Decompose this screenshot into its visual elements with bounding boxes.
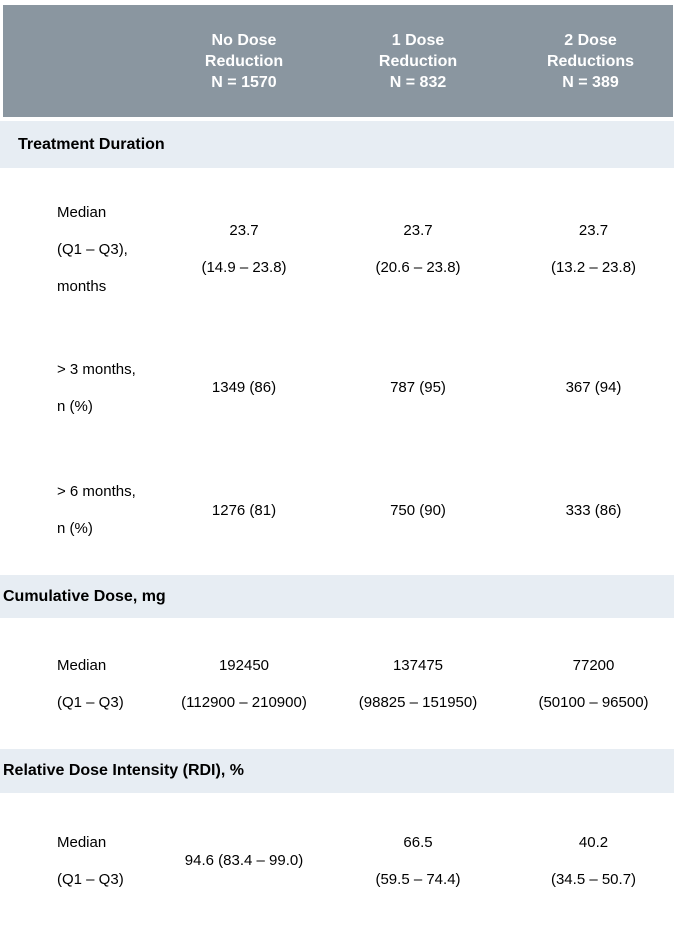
section-title: Cumulative Dose, mg xyxy=(3,587,166,605)
cell-no-dose-reduction: 192450 (112900 – 210900) xyxy=(160,647,328,721)
cell-value-line: 750 (90) xyxy=(390,501,446,519)
section-header-treatment-duration: Treatment Duration xyxy=(0,121,674,168)
cell-value-line: (59.5 – 74.4) xyxy=(375,870,461,888)
cell-2-dose-reductions: 77200 (50100 – 96500) xyxy=(508,647,679,721)
cell-value-line: 333 (86) xyxy=(565,501,622,519)
cell-value-line: (112900 – 210900) xyxy=(181,693,307,711)
column-header-line: N = 389 xyxy=(562,73,619,91)
cell-2-dose-reductions: 367 (94) xyxy=(508,369,679,406)
cell-value-line: 40.2 xyxy=(578,833,609,851)
cell-value-line: 77200 xyxy=(572,656,615,674)
column-header-no-dose-reduction: No Dose Reduction N = 1570 xyxy=(160,30,328,93)
table-row-median-months: Median (Q1 – Q3), months 23.7 (14.9 – 23… xyxy=(0,168,679,330)
row-label-line: (Q1 – Q3) xyxy=(57,693,124,711)
cell-2-dose-reductions: 333 (86) xyxy=(508,492,679,529)
table-row-cumulative-median: Median (Q1 – Q3) 192450 (112900 – 210900… xyxy=(0,618,679,749)
section-title: Treatment Duration xyxy=(18,135,165,153)
column-header-line: N = 832 xyxy=(389,73,447,91)
cell-1-dose-reduction: 23.7 (20.6 – 23.8) xyxy=(328,212,508,286)
cell-value-line: (50100 – 96500) xyxy=(538,693,649,711)
cell-value-line: (34.5 – 50.7) xyxy=(550,870,637,888)
cell-no-dose-reduction: 1276 (81) xyxy=(160,492,328,529)
cell-value-line: 137475 xyxy=(392,656,444,674)
cell-value-line: 94.6 (83.4 – 99.0) xyxy=(184,852,304,869)
section-header-relative-dose-intensity: Relative Dose Intensity (RDI), % xyxy=(0,749,674,793)
cell-value-line: 23.7 xyxy=(578,222,609,239)
cell-value-line: (98825 – 151950) xyxy=(358,693,478,711)
table-row-gt-6-months: > 6 months, n (%) 1276 (81) 750 (90) 333… xyxy=(0,445,679,575)
table-row-gt-3-months: > 3 months, n (%) 1349 (86) 787 (95) 367… xyxy=(0,330,679,445)
column-header-line: Reductions xyxy=(546,52,635,70)
cell-1-dose-reduction: 750 (90) xyxy=(328,492,508,529)
column-header-line: Reduction xyxy=(204,52,284,70)
column-header-line: Reduction xyxy=(378,52,458,70)
cell-no-dose-reduction: 23.7 (14.9 – 23.8) xyxy=(160,212,328,286)
row-label-line: Median xyxy=(57,833,107,851)
column-header-line: N = 1570 xyxy=(211,73,277,91)
cell-no-dose-reduction: 94.6 (83.4 – 99.0) xyxy=(160,842,328,879)
cell-value-line: (20.6 – 23.8) xyxy=(375,259,461,276)
cell-value-line: 23.7 xyxy=(229,222,259,239)
cell-value-line: 23.7 xyxy=(403,222,433,239)
row-label: > 6 months, n (%) xyxy=(0,473,160,547)
cell-2-dose-reductions: 23.7 (13.2 – 23.8) xyxy=(508,212,679,286)
section-header-cumulative-dose: Cumulative Dose, mg xyxy=(0,575,674,618)
table-header-row: No Dose Reduction N = 1570 1 Dose Reduct… xyxy=(3,5,673,117)
row-label-line: n (%) xyxy=(57,397,93,415)
row-label-line: Median xyxy=(57,203,107,221)
cell-value-line: 367 (94) xyxy=(565,379,622,396)
row-label: > 3 months, n (%) xyxy=(0,351,160,425)
cell-no-dose-reduction: 1349 (86) xyxy=(160,369,328,406)
column-header-1-dose-reduction: 1 Dose Reduction N = 832 xyxy=(328,30,508,93)
column-header-2-dose-reductions: 2 Dose Reductions N = 389 xyxy=(508,30,673,93)
cell-value-line: (13.2 – 23.8) xyxy=(550,259,637,276)
row-label-line: n (%) xyxy=(57,520,93,537)
column-header-line: 1 Dose xyxy=(391,31,445,49)
cell-1-dose-reduction: 787 (95) xyxy=(328,369,508,406)
cell-1-dose-reduction: 66.5 (59.5 – 74.4) xyxy=(328,824,508,898)
row-label-line: (Q1 – Q3) xyxy=(57,870,124,888)
cell-value-line: 1349 (86) xyxy=(211,379,277,396)
column-header-line: No Dose xyxy=(211,31,277,49)
row-label: Median (Q1 – Q3) xyxy=(0,824,160,898)
row-label-line: months xyxy=(57,277,107,295)
row-label: Median (Q1 – Q3) xyxy=(0,647,160,721)
row-label-line: (Q1 – Q3), xyxy=(57,240,128,258)
row-label-line: > 3 months, xyxy=(57,360,136,378)
section-title: Relative Dose Intensity (RDI), % xyxy=(3,762,244,779)
cell-value-line: 787 (95) xyxy=(390,379,446,396)
cell-value-line: (14.9 – 23.8) xyxy=(201,259,287,276)
cell-1-dose-reduction: 137475 (98825 – 151950) xyxy=(328,647,508,721)
cell-value-line: 1276 (81) xyxy=(211,501,277,519)
column-header-line: 2 Dose xyxy=(564,31,617,49)
cell-value-line: 66.5 xyxy=(403,833,433,851)
cell-value-line: 192450 xyxy=(218,656,270,674)
row-label-line: Median xyxy=(57,656,107,674)
cell-2-dose-reductions: 40.2 (34.5 – 50.7) xyxy=(508,824,679,898)
table-row-rdi-median: Median (Q1 – Q3) 94.6 (83.4 – 99.0) 66.5… xyxy=(0,793,679,928)
row-label: Median (Q1 – Q3), months xyxy=(0,194,160,305)
row-label-line: > 6 months, xyxy=(57,483,136,500)
